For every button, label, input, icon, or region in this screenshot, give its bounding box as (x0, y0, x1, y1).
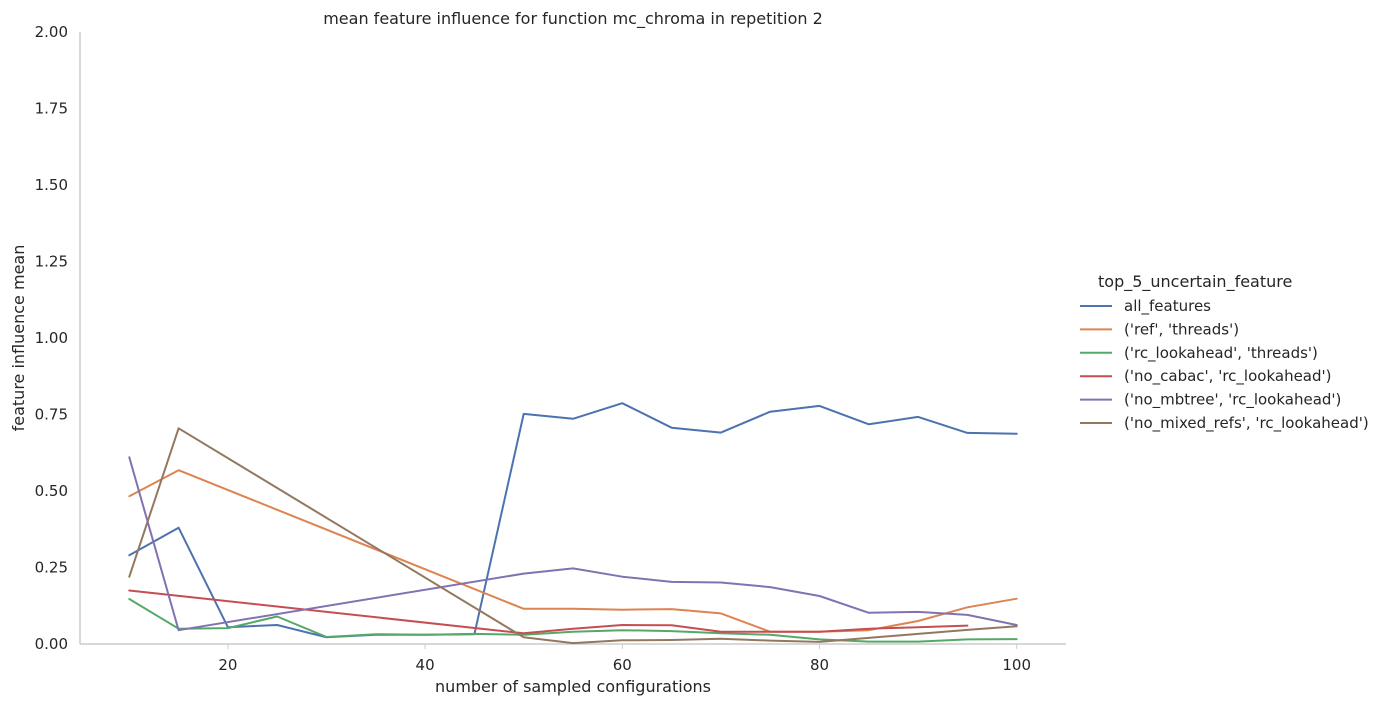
y-axis-ticks: 0.00 0.25 0.50 0.75 1.00 1.25 1.50 1.75 2.00 (35, 23, 68, 653)
y-tick-label: 0.25 (35, 559, 68, 577)
series-line-3 (128, 589, 969, 635)
y-axis-label: feature influence mean (9, 245, 28, 432)
series-line-0 (128, 402, 1018, 639)
legend-label-4: ('no_mbtree', 'rc_lookahead') (1124, 391, 1341, 410)
y-tick-label: 1.25 (35, 253, 68, 271)
series-lines (128, 402, 1018, 645)
legend-entries: all_features ('ref', 'threads') ('rc_looka… (1080, 297, 1369, 433)
x-tick-label: 20 (218, 656, 237, 674)
x-axis-ticks: 20 40 60 80 100 (218, 644, 1031, 674)
x-tick-label: 80 (810, 656, 829, 674)
plot-area: 0.00 0.25 0.50 0.75 1.00 1.25 1.50 1.75 2.00 20 4… (35, 23, 1066, 674)
legend-title: top_5_uncertain_feature (1098, 272, 1292, 292)
x-tick-label: 60 (613, 656, 632, 674)
x-tick-label: 100 (1002, 656, 1031, 674)
x-tick-label: 40 (416, 656, 435, 674)
legend-label-0: all_features (1124, 297, 1211, 316)
x-axis-label: number of sampled configurations (435, 677, 711, 696)
series-line-2 (128, 598, 1018, 643)
legend-label-5: ('no_mixed_refs', 'rc_lookahead') (1124, 414, 1369, 433)
series-line-4 (128, 456, 1018, 632)
legend: top_5_uncertain_feature all_features ('re… (1080, 272, 1369, 433)
legend-label-1: ('ref', 'threads') (1124, 320, 1239, 338)
legend-label-3: ('no_cabac', 'rc_lookahead') (1124, 367, 1332, 386)
y-tick-label: 0.50 (35, 482, 68, 500)
y-tick-label: 2.00 (35, 23, 68, 41)
legend-label-2: ('rc_lookahead', 'threads') (1124, 344, 1318, 363)
y-tick-label: 0.00 (35, 635, 68, 653)
chart-title: mean feature influence for function mc_c… (323, 9, 823, 29)
y-tick-label: 1.75 (35, 100, 68, 118)
y-tick-label: 1.00 (35, 329, 68, 347)
series-line-5 (128, 427, 1018, 645)
y-tick-label: 1.50 (35, 176, 68, 194)
series-line-1 (128, 469, 1018, 633)
y-tick-label: 0.75 (35, 406, 68, 424)
